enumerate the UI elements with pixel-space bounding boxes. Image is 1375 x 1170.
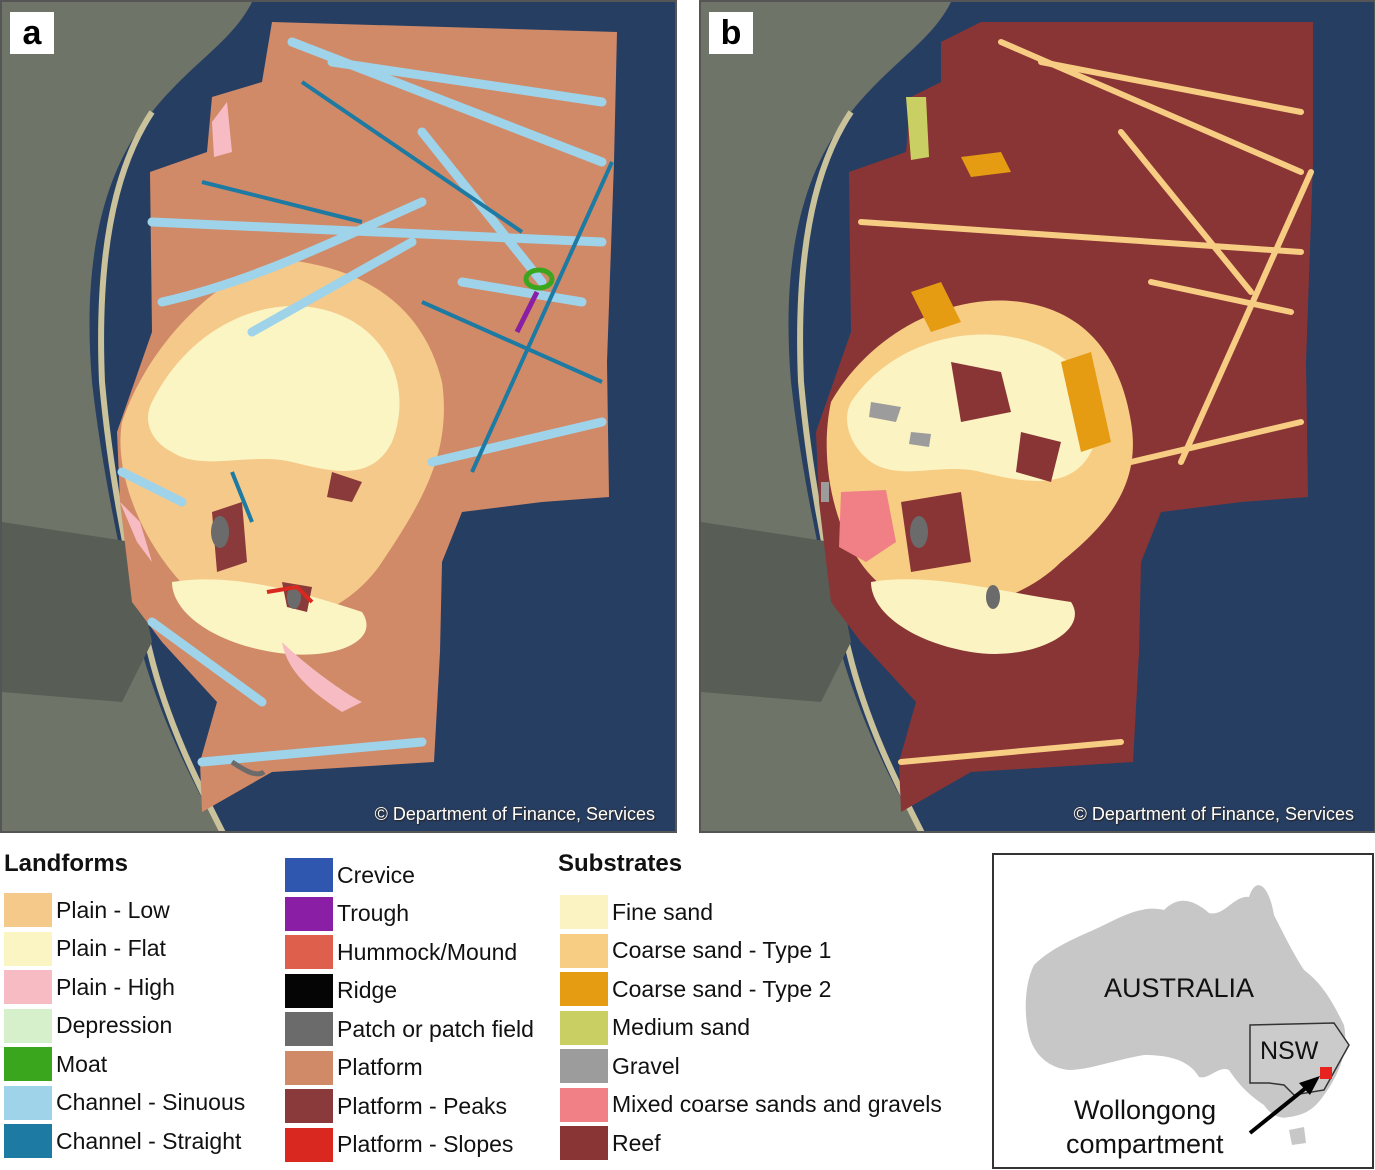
legend-item: Patch or patch field	[285, 1011, 534, 1047]
legend-label: Crevice	[337, 861, 415, 888]
legend-swatch	[285, 1012, 333, 1046]
legend-item: Medium sand	[560, 1010, 750, 1046]
legend-swatch	[285, 973, 333, 1008]
legend-swatch	[285, 858, 333, 892]
legend-item: Reef	[560, 1125, 661, 1161]
legend-item: Plain - Low	[4, 892, 170, 928]
legend-swatch	[560, 1049, 608, 1083]
legend-label: Trough	[337, 900, 410, 926]
legend-swatch	[560, 895, 608, 929]
legend-swatch	[560, 1126, 608, 1160]
legend-swatch	[4, 970, 52, 1004]
legend-item: Plain - Flat	[4, 931, 166, 967]
legend-label: Plain - Flat	[56, 935, 166, 961]
legend-swatch	[4, 1124, 52, 1158]
legend-label: Patch or patch field	[337, 1015, 534, 1042]
legend-label: Depression	[56, 1012, 173, 1038]
substrate-map	[701, 2, 1374, 831]
map-credit-a: © Department of Finance, Services	[374, 804, 655, 824]
legend-swatch	[4, 1085, 52, 1120]
legend-label: Moat	[56, 1050, 108, 1077]
legend-label: Platform - Peaks	[337, 1092, 507, 1119]
legend-item: Hummock/Mound	[285, 934, 517, 970]
legend-item: Gravel	[560, 1048, 680, 1084]
map-panel-a: a © Department of Finance, Services	[0, 0, 677, 833]
legend-swatch	[4, 893, 52, 927]
legend-label: Channel - Straight	[56, 1127, 242, 1154]
legend-label: Plain - Low	[56, 896, 170, 923]
legend-swatch	[4, 1008, 52, 1043]
legend-label: Fine sand	[612, 898, 714, 925]
legend-label: Coarse sand - Type 2	[612, 975, 832, 1002]
legend-item: Ridge	[285, 973, 397, 1009]
legend-item: Trough	[285, 896, 409, 932]
legend-item: Crevice	[285, 857, 415, 893]
landform-map	[2, 2, 675, 831]
legend-label: Platform	[337, 1054, 423, 1080]
legend-swatch	[4, 1047, 52, 1081]
legend-label: Coarse sand - Type 1	[612, 937, 832, 963]
substrates-legend-title: Substrates	[558, 850, 683, 877]
wollongong-pointer-arrow	[1248, 1081, 1314, 1135]
legend-label: Hummock/Mound	[337, 938, 518, 965]
legend-item: Channel - Straight	[4, 1123, 241, 1159]
legend-item: Coarse sand - Type 1	[560, 933, 831, 969]
legend-swatch	[560, 972, 608, 1006]
legend-swatch	[285, 896, 333, 931]
legend-item: Depression	[4, 1008, 172, 1044]
legend-swatch	[560, 933, 608, 968]
state-label: NSW	[1260, 1037, 1319, 1065]
legend-label: Gravel	[612, 1052, 680, 1079]
legend-swatch	[285, 1127, 333, 1162]
legend-label: Platform - Slopes	[337, 1131, 514, 1157]
panel-label-a: a	[10, 12, 54, 54]
legend-swatch	[285, 1089, 333, 1123]
legend-item: Platform - Peaks	[285, 1088, 507, 1124]
legend-item: Mixed coarse sands and gravels	[560, 1087, 942, 1123]
panel-label-b: b	[709, 12, 753, 54]
legend-swatch	[4, 931, 52, 966]
legend-swatch	[285, 935, 333, 969]
country-label: AUSTRALIA	[1104, 973, 1255, 1003]
map-panel-b: b © Department of Finance, Services	[699, 0, 1375, 833]
legend-label: Channel - Sinuous	[56, 1089, 246, 1115]
legend-swatch	[285, 1050, 333, 1085]
legend-item: Channel - Sinuous	[4, 1085, 245, 1121]
map-credit-b: © Department of Finance, Services	[1073, 804, 1354, 824]
legend-swatch	[560, 1087, 608, 1122]
landforms-legend-title: Landforms	[4, 850, 129, 877]
legend-item: Coarse sand - Type 2	[560, 971, 831, 1007]
legend-item: Platform - Slopes	[285, 1127, 513, 1163]
australia-outline	[1025, 885, 1350, 1145]
legend-item: Platform	[285, 1050, 423, 1086]
legend-label: Mixed coarse sands and gravels	[612, 1091, 942, 1117]
location-label-line1: Wollongong	[1074, 1095, 1217, 1125]
wollongong-marker	[1320, 1067, 1332, 1079]
legend-item: Plain - High	[4, 969, 175, 1005]
legend-item: Fine sand	[560, 894, 713, 930]
legend-label: Medium sand	[612, 1014, 751, 1040]
legend-label: Plain - High	[56, 973, 175, 1000]
legend-label: Reef	[612, 1129, 661, 1156]
legend-swatch	[560, 1010, 608, 1045]
location-label-line2: compartment	[1066, 1129, 1224, 1159]
legend-item: Moat	[4, 1046, 107, 1082]
australia-inset-map: AUSTRALIA NSW Wollongong compartment	[992, 853, 1374, 1169]
legend-label: Ridge	[337, 977, 398, 1003]
